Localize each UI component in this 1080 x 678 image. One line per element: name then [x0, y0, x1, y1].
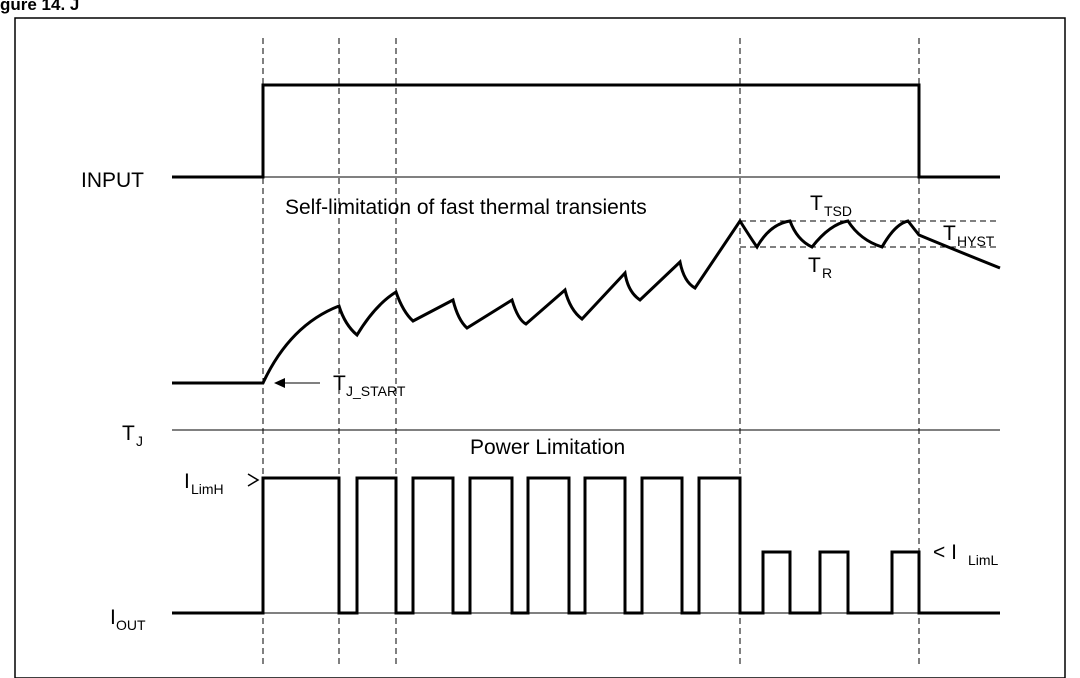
svg-text:LimH: LimH	[191, 481, 224, 497]
svg-text:I: I	[184, 470, 190, 493]
i-limh-label: I LimH	[184, 470, 224, 497]
t-hyst-label: T HYST	[943, 222, 995, 249]
t-j-start-label: T J_START	[333, 372, 406, 399]
output-current-signal	[172, 476, 1000, 615]
svg-text:TSD: TSD	[824, 203, 852, 219]
svg-text:LimL: LimL	[968, 552, 999, 568]
power-limitation-label: Power Limitation	[470, 436, 625, 459]
t-j-label: T J	[122, 422, 143, 449]
svg-text:HYST: HYST	[957, 233, 995, 249]
diagram-frame	[14, 17, 1066, 678]
svg-text:J: J	[136, 433, 143, 449]
junction-temperature-curve	[172, 218, 1001, 385]
figure-caption: gure 14. J	[0, 0, 79, 14]
t-r-label: T R	[808, 254, 832, 281]
i-limh-marker	[247, 473, 260, 487]
svg-text:OUT: OUT	[116, 617, 146, 633]
svg-text:R: R	[822, 265, 832, 281]
svg-text:T: T	[122, 422, 135, 445]
svg-text:T: T	[943, 222, 956, 245]
input-signal	[172, 83, 1000, 179]
svg-text:T: T	[808, 254, 821, 277]
svg-text:I: I	[110, 606, 116, 629]
svg-text:T: T	[810, 192, 823, 215]
svg-text:T: T	[333, 372, 346, 395]
t-tsd-label: T TSD	[810, 192, 852, 219]
t-j-start-arrow-head	[274, 378, 285, 388]
self-limitation-label: Self-limitation of fast thermal transien…	[285, 196, 647, 219]
svg-text:< I: < I	[933, 541, 957, 564]
svg-text:J_START: J_START	[346, 383, 406, 399]
i-out-label: I OUT	[110, 606, 146, 633]
input-label: INPUT	[81, 169, 144, 192]
i-liml-label: < I LimL	[933, 541, 999, 568]
